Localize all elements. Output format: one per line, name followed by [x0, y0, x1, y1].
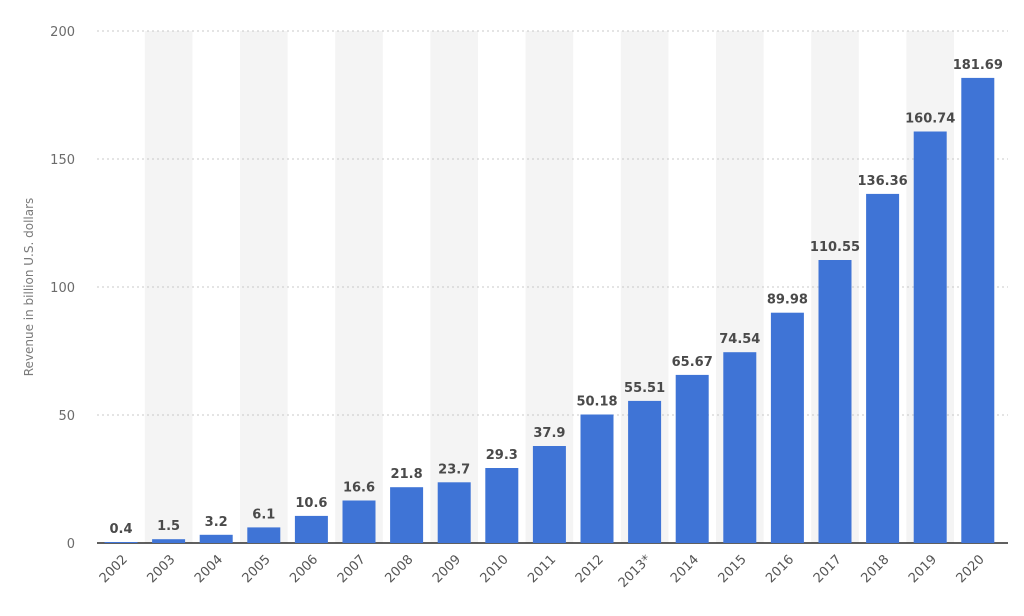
x-tick-label: 2017	[811, 552, 845, 586]
y-tick-label: 0	[67, 537, 75, 552]
bar	[628, 400, 662, 543]
data-label: 16.6	[343, 481, 375, 496]
data-label: 23.7	[438, 462, 470, 477]
x-axis-ticks: 2002 2003 2004 2005 2006 2007 2008 2009 2010 2011…	[97, 552, 988, 591]
x-tick-label: 2007	[335, 552, 369, 586]
x-tick-label: 2002	[97, 552, 131, 586]
x-tick-label: 2003	[144, 552, 178, 586]
bar	[913, 131, 947, 543]
bar	[818, 260, 852, 543]
y-tick-label: 100	[50, 281, 75, 296]
data-label: 6.1	[252, 507, 275, 522]
x-tick-label: 2013*	[616, 552, 655, 591]
bar	[770, 312, 804, 543]
data-label: 1.5	[157, 519, 180, 534]
y-axis-ticks: 0 50 100 150 200	[50, 25, 75, 552]
x-tick-label: 2019	[906, 552, 940, 586]
x-tick-label: 2004	[192, 552, 226, 586]
bar	[152, 539, 186, 543]
x-tick-label: 2015	[716, 552, 750, 586]
x-tick-label: 2010	[478, 552, 512, 586]
x-tick-label: 2008	[382, 552, 416, 586]
y-tick-label: 150	[50, 153, 75, 168]
bar	[866, 193, 900, 543]
bar	[342, 500, 376, 543]
bar	[247, 527, 281, 543]
data-label: 136.36	[858, 174, 908, 189]
data-label: 55.51	[624, 381, 665, 396]
data-label: 50.18	[576, 395, 617, 410]
bar	[485, 468, 519, 543]
x-tick-label: 2014	[668, 552, 702, 586]
data-label: 29.3	[486, 448, 518, 463]
x-tick-label: 2009	[430, 552, 464, 586]
y-axis-label: Revenue in billion U.S. dollars	[22, 198, 36, 377]
bar	[437, 482, 471, 543]
x-tick-label: 2020	[954, 552, 988, 586]
y-tick-label: 50	[58, 409, 75, 424]
data-label: 160.74	[905, 112, 955, 127]
data-label-layer: 0.4 1.5 3.2 6.1 10.6 16.6 21.8 23.7 29.3 37.9 50.1…	[109, 58, 1002, 537]
data-label: 37.9	[533, 426, 565, 441]
data-label: 110.55	[810, 240, 860, 255]
bar	[675, 374, 709, 543]
bar	[294, 515, 328, 543]
data-label: 74.54	[719, 332, 760, 347]
bar	[580, 414, 614, 543]
data-label: 3.2	[205, 515, 228, 530]
bar	[532, 446, 566, 543]
data-label: 181.69	[953, 58, 1003, 73]
data-label: 89.98	[767, 293, 808, 308]
data-label: 0.4	[109, 522, 132, 537]
data-label: 10.6	[295, 496, 327, 511]
bar	[390, 487, 424, 543]
x-tick-label: 2005	[240, 552, 274, 586]
data-label: 65.67	[672, 355, 713, 370]
x-tick-label: 2018	[858, 552, 892, 586]
x-tick-label: 2012	[573, 552, 607, 586]
bar	[723, 352, 757, 543]
data-label: 21.8	[391, 467, 423, 482]
x-tick-label: 2011	[525, 552, 559, 586]
y-tick-label: 200	[50, 25, 75, 40]
x-tick-label: 2006	[287, 552, 321, 586]
x-tick-label: 2016	[763, 552, 797, 586]
bar	[961, 77, 995, 544]
bar	[104, 542, 138, 543]
bar-layer	[104, 77, 995, 544]
bar	[199, 534, 233, 543]
